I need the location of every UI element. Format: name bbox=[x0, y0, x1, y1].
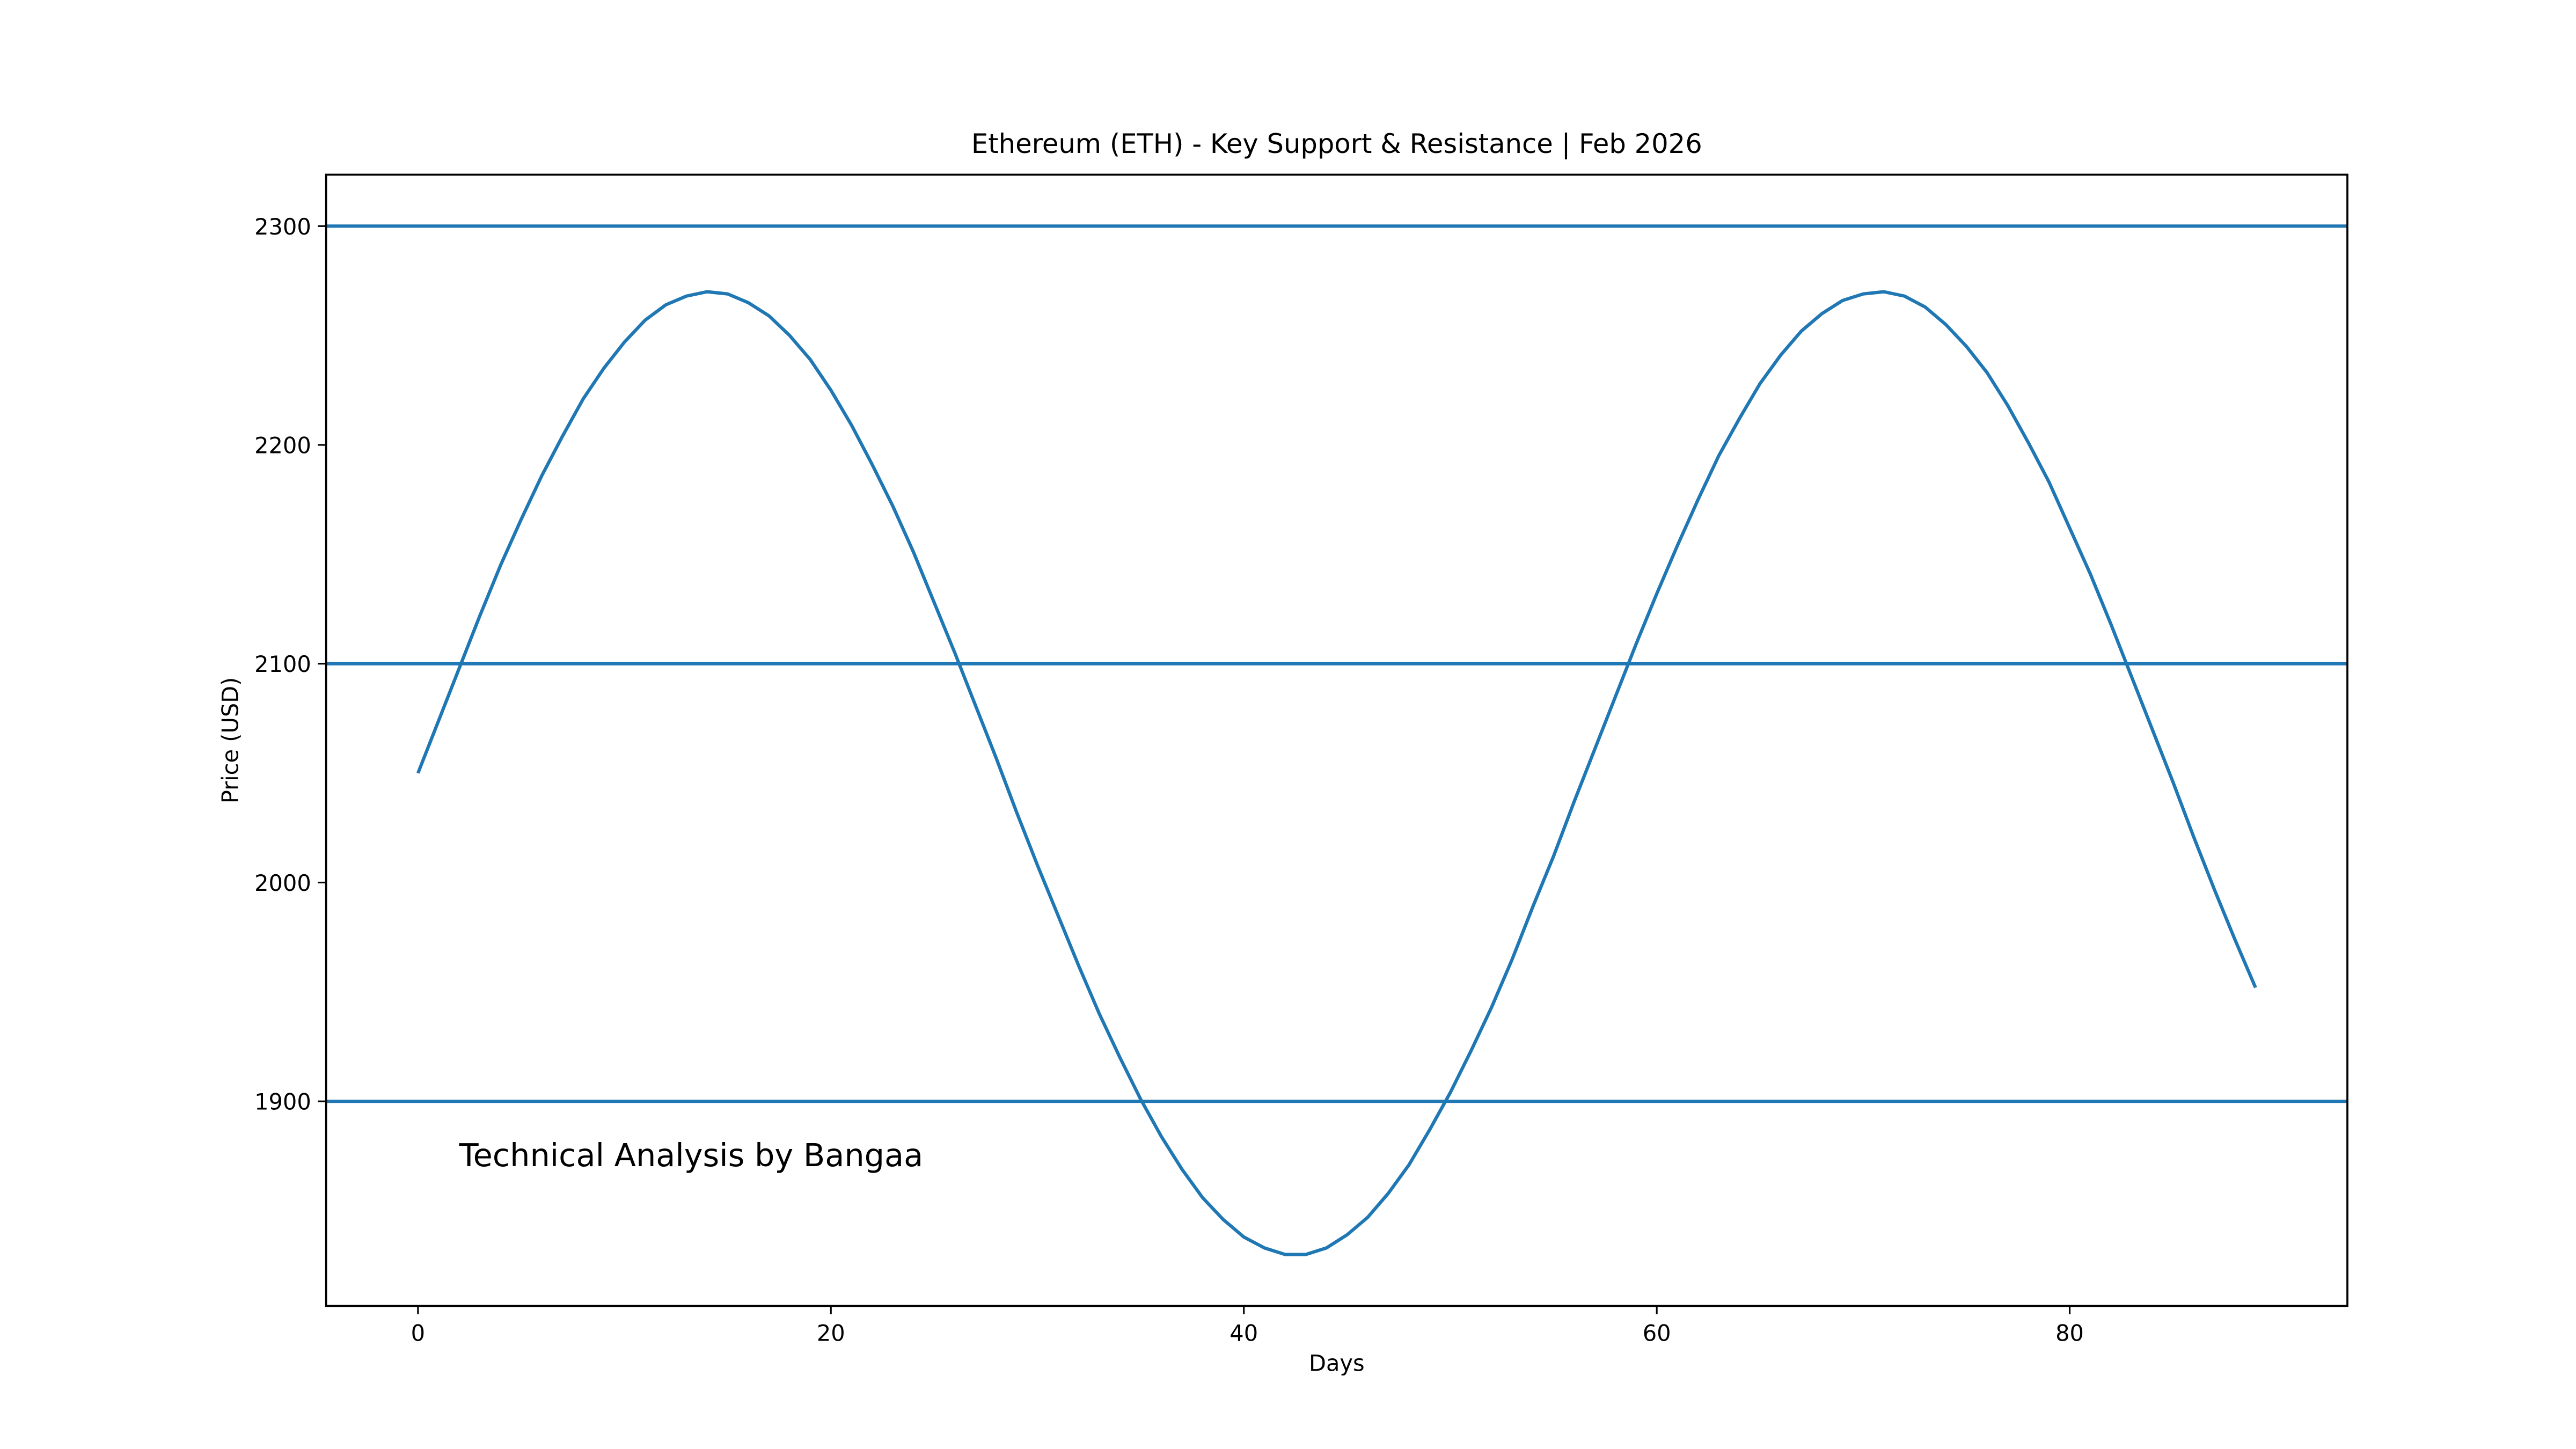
y-tick-label: 1900 bbox=[254, 1089, 311, 1115]
y-axis-label: Price (USD) bbox=[217, 677, 243, 804]
x-tick-label: 20 bbox=[817, 1320, 845, 1346]
chart-title: Ethereum (ETH) - Key Support & Resistanc… bbox=[971, 128, 1702, 159]
price-line bbox=[416, 290, 2257, 1256]
x-tick-label: 0 bbox=[411, 1320, 425, 1346]
x-tick-label: 40 bbox=[1230, 1320, 1258, 1346]
x-axis-label: Days bbox=[1309, 1350, 1365, 1376]
x-tick-label: 60 bbox=[1643, 1320, 1671, 1346]
y-tick-label: 2200 bbox=[254, 433, 311, 459]
y-tick-label: 2100 bbox=[254, 651, 311, 677]
x-tick-label: 80 bbox=[2055, 1320, 2084, 1346]
y-tick-label: 2000 bbox=[254, 870, 311, 896]
plot-frame bbox=[325, 173, 2348, 1307]
y-tick-label: 2300 bbox=[254, 214, 311, 240]
annotation: Technical Analysis by Bangaa bbox=[459, 1137, 924, 1174]
